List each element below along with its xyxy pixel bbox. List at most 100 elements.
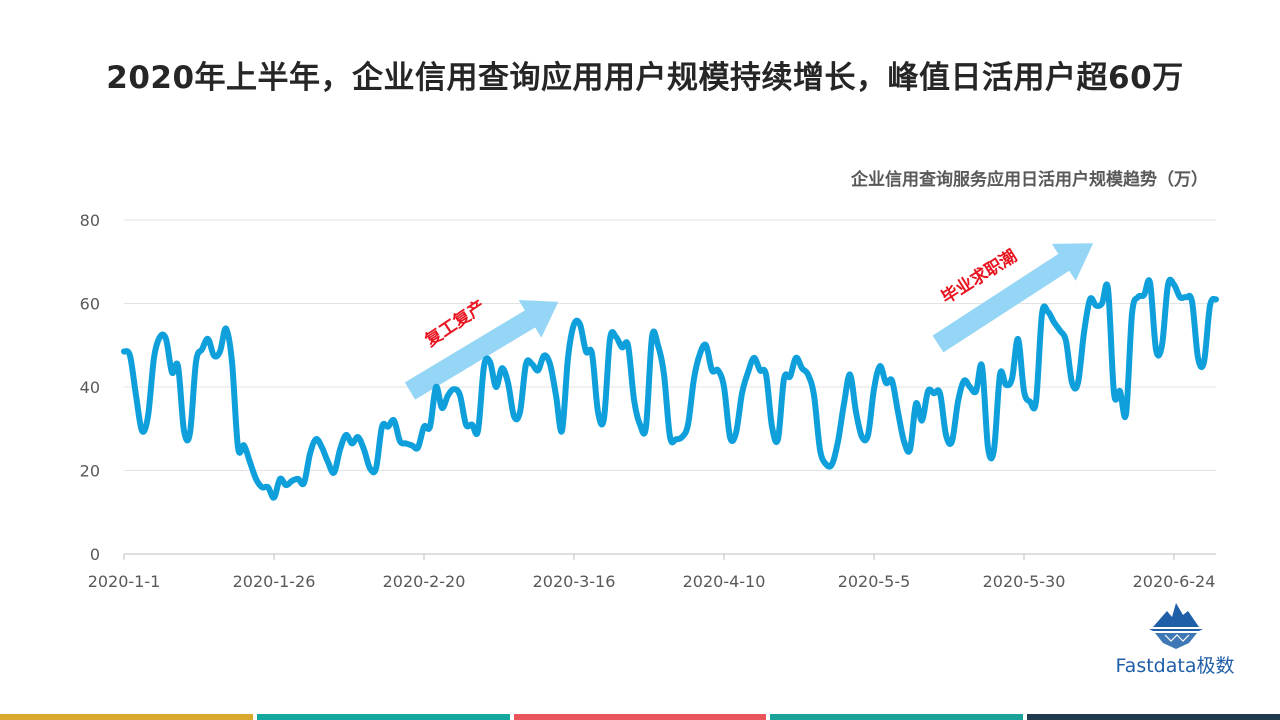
data-point <box>716 368 720 373</box>
data-point <box>170 370 174 375</box>
data-point <box>1172 282 1176 287</box>
data-point <box>194 360 198 364</box>
data-point <box>1016 337 1020 341</box>
data-point <box>764 372 768 377</box>
data-point <box>176 364 180 369</box>
data-point <box>884 380 888 385</box>
data-point <box>1154 347 1158 352</box>
data-point <box>290 478 294 483</box>
data-point <box>968 385 972 389</box>
page-title: 2020年上半年，企业信用查询应用用户规模持续增长，峰值日活用户超60万 <box>106 60 1184 96</box>
data-point <box>356 435 360 440</box>
data-point <box>1088 297 1092 302</box>
data-point <box>806 372 810 377</box>
data-point <box>152 355 156 360</box>
data-point <box>470 422 474 427</box>
x-tick-label: 2020-2-20 <box>383 572 466 591</box>
trend-arrow-2 <box>932 243 1094 353</box>
data-point <box>1022 389 1026 394</box>
data-point <box>944 433 948 437</box>
data-point <box>554 393 558 398</box>
trend-arrow-1 <box>404 300 559 400</box>
data-point <box>830 462 834 467</box>
data-point <box>278 476 282 481</box>
data-point <box>584 349 588 354</box>
data-point <box>662 372 666 377</box>
x-tick-label: 2020-4-10 <box>683 572 766 591</box>
data-point <box>206 337 210 341</box>
data-point <box>698 351 702 356</box>
y-tick-label: 80 <box>80 211 100 230</box>
data-point <box>758 368 762 373</box>
y-tick-label: 20 <box>80 462 100 481</box>
data-point <box>1052 320 1056 325</box>
data-point <box>140 428 144 433</box>
data-point <box>488 360 492 364</box>
x-tick-label: 2020-1-26 <box>233 572 316 591</box>
data-point <box>890 378 894 383</box>
data-point <box>962 378 966 383</box>
data-point <box>374 466 378 471</box>
data-point <box>380 424 384 429</box>
data-point <box>920 418 924 423</box>
data-point <box>464 422 468 427</box>
data-point <box>1082 330 1086 335</box>
data-point <box>614 334 618 339</box>
data-point <box>1196 355 1200 360</box>
data-point <box>542 353 546 358</box>
data-point <box>272 495 276 500</box>
data-point <box>722 385 726 389</box>
data-point <box>242 443 246 448</box>
data-point <box>572 322 576 327</box>
data-point <box>734 430 738 435</box>
data-point <box>824 462 828 467</box>
data-point <box>680 435 684 440</box>
data-point <box>752 355 756 360</box>
data-point <box>434 385 438 389</box>
footer-color-segment <box>770 714 1024 720</box>
data-point <box>1064 339 1068 344</box>
data-point <box>1160 343 1164 348</box>
data-point <box>398 439 402 444</box>
data-point <box>200 347 204 352</box>
data-point <box>1028 399 1032 404</box>
data-point <box>626 343 630 348</box>
data-point <box>458 393 462 398</box>
data-point <box>212 353 216 358</box>
footer-color-segment <box>513 714 767 720</box>
data-point <box>986 445 990 450</box>
data-point <box>482 364 486 369</box>
data-point <box>260 485 264 490</box>
data-point <box>320 445 324 450</box>
data-point <box>938 391 942 396</box>
data-point <box>770 424 774 429</box>
data-point <box>392 418 396 423</box>
logo-text: Fastdata极数 <box>1115 655 1235 677</box>
data-point <box>656 343 660 348</box>
data-point <box>836 439 840 444</box>
data-point <box>794 355 798 360</box>
data-point <box>932 391 936 396</box>
data-point <box>422 424 426 429</box>
data-point <box>1124 412 1128 417</box>
data-point <box>1112 391 1116 396</box>
data-point <box>224 326 228 331</box>
data-point <box>530 362 534 366</box>
data-point <box>602 416 606 421</box>
footer-color-bar <box>0 714 1280 720</box>
data-point <box>1058 328 1062 333</box>
data-point <box>1148 280 1152 285</box>
data-point <box>1208 303 1212 308</box>
data-point <box>302 481 306 485</box>
series-points <box>122 280 1218 500</box>
data-point <box>1070 380 1074 385</box>
chart-title: 企业信用查询服务应用日活用户规模趋势（万） <box>851 170 1208 190</box>
data-point <box>1130 311 1134 316</box>
data-point <box>908 447 912 452</box>
data-point <box>980 364 984 369</box>
data-point <box>452 387 456 392</box>
data-point <box>746 370 750 375</box>
x-tick-label: 2020-6-24 <box>1133 572 1216 591</box>
data-point <box>128 353 132 358</box>
